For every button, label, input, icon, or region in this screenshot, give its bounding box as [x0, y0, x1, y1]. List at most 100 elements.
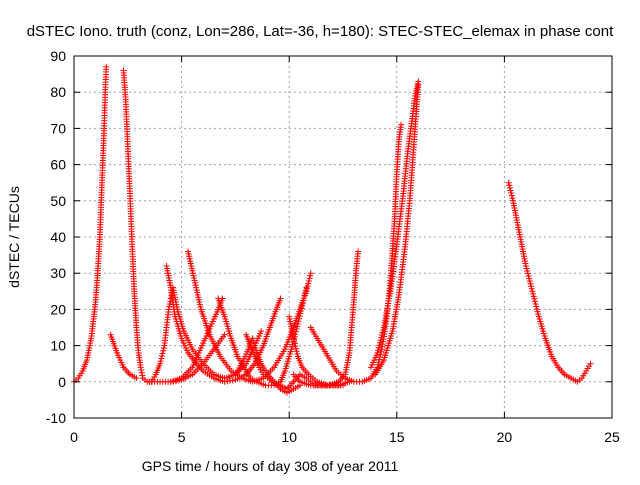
data-point	[528, 285, 535, 292]
data-point	[139, 372, 146, 379]
data-series	[367, 78, 422, 371]
x-tick-label: 15	[389, 429, 405, 445]
data-point	[293, 348, 300, 355]
data-point	[528, 283, 535, 290]
y-tick-label: 10	[50, 338, 66, 354]
data-point	[307, 270, 314, 277]
data-point	[221, 331, 228, 338]
data-point	[133, 375, 140, 382]
y-tick-label: 80	[50, 84, 66, 100]
data-point	[296, 313, 303, 320]
data-points-layer	[71, 63, 594, 396]
data-point	[166, 300, 173, 307]
data-point	[258, 328, 265, 335]
x-tick-label: 20	[497, 429, 513, 445]
data-point	[534, 308, 541, 315]
data-point	[158, 355, 165, 362]
x-tick-label: 5	[178, 429, 186, 445]
data-point	[303, 284, 310, 291]
y-tick-label: 30	[50, 265, 66, 281]
data-series	[107, 331, 140, 382]
data-point	[103, 63, 110, 70]
data-point	[299, 300, 306, 307]
data-point	[377, 337, 384, 344]
y-tick-label: 40	[50, 229, 66, 245]
y-axis-label: dSTEC / TECUs	[6, 186, 22, 288]
data-point	[532, 300, 539, 307]
data-point	[340, 382, 346, 389]
data-point	[302, 289, 309, 296]
data-point	[158, 352, 165, 359]
y-tick-label: 60	[50, 157, 66, 173]
y-tick-label: 90	[50, 48, 66, 64]
data-series	[286, 248, 362, 389]
data-point	[506, 182, 513, 189]
data-point	[508, 192, 515, 199]
data-point	[291, 340, 298, 347]
data-point	[377, 339, 384, 346]
data-point	[301, 292, 308, 299]
data-point	[535, 311, 542, 318]
data-point	[305, 277, 312, 284]
data-point	[376, 342, 383, 349]
y-tick-label: 0	[58, 374, 66, 390]
data-point	[523, 265, 530, 272]
data-point	[157, 360, 164, 367]
data-point	[291, 337, 298, 344]
data-point	[138, 367, 145, 374]
data-point	[294, 350, 301, 357]
x-tick-label: 0	[70, 429, 78, 445]
data-point	[375, 344, 382, 351]
data-point	[294, 323, 301, 330]
grid-layer	[74, 56, 612, 418]
data-point	[378, 332, 385, 339]
y-tick-label: 70	[50, 120, 66, 136]
data-point	[531, 295, 538, 302]
x-axis-label: GPS time / hours of day 308 of year 2011	[142, 458, 399, 474]
data-point	[306, 275, 313, 282]
data-point	[295, 318, 302, 325]
data-point	[533, 303, 540, 310]
data-point	[355, 248, 362, 255]
data-point	[292, 328, 299, 335]
data-point	[506, 184, 513, 191]
data-point	[524, 268, 531, 275]
data-point	[297, 307, 304, 314]
data-point	[530, 290, 537, 297]
data-point	[300, 295, 307, 302]
data-point	[522, 262, 529, 269]
data-point	[290, 335, 297, 342]
data-point	[531, 298, 538, 305]
data-point	[376, 353, 383, 360]
x-tick-label: 10	[281, 429, 297, 445]
data-series	[215, 284, 310, 389]
data-point	[507, 187, 514, 194]
data-series	[290, 371, 346, 389]
data-point	[508, 190, 515, 197]
data-point	[299, 302, 306, 309]
data-point	[300, 297, 307, 304]
data-point	[159, 350, 166, 357]
data-point	[524, 270, 531, 277]
data-point	[415, 81, 422, 88]
data-point	[157, 358, 164, 365]
data-series	[71, 63, 110, 385]
data-point	[296, 315, 303, 322]
data-point	[297, 310, 304, 317]
data-point	[505, 179, 512, 186]
data-series	[505, 179, 594, 385]
data-point	[526, 278, 533, 285]
data-point	[587, 360, 594, 367]
data-point	[277, 295, 284, 302]
data-point	[307, 272, 314, 279]
data-point	[378, 334, 385, 341]
data-point	[138, 369, 145, 376]
data-point	[533, 306, 540, 313]
data-series	[120, 67, 176, 385]
data-point	[525, 273, 532, 280]
data-point	[294, 320, 301, 327]
data-point	[379, 329, 386, 336]
data-point	[526, 275, 533, 282]
